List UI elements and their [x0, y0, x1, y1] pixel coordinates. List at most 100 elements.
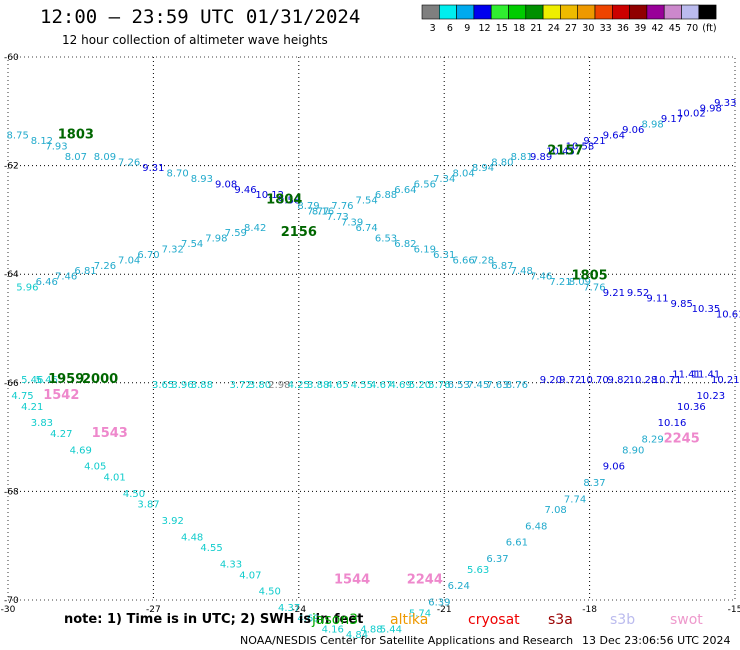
wave-height-point: 7.63 — [486, 380, 508, 391]
wave-height-point: 8.12 — [31, 136, 53, 147]
wave-height-point: 5.44 — [380, 625, 402, 636]
satellite-legend-item: cryosat — [468, 612, 520, 628]
chart-subtitle: 12 hour collection of altimeter wave hei… — [62, 33, 328, 47]
wave-height-point: 7.59 — [225, 228, 247, 239]
wave-height-point: 3.96 — [171, 380, 193, 391]
wave-height-point: 9.82 — [608, 375, 630, 386]
wave-height-point: 8.07 — [65, 152, 87, 163]
wave-height-point: 7.46 — [530, 272, 552, 283]
wave-height-point: 7.54 — [181, 239, 203, 250]
wave-height-point: 5.96 — [16, 282, 38, 293]
wave-height-point: 9.08 — [215, 179, 237, 190]
wave-height-point: 8.04 — [452, 168, 474, 179]
wave-height-point: 7.28 — [472, 255, 494, 266]
wave-height-point: 5.63 — [467, 565, 489, 576]
wave-height-point: 4.69 — [297, 614, 319, 625]
wave-height-point: 4.55 — [351, 380, 373, 391]
wave-height-point: 9.21 — [603, 288, 625, 299]
wave-height-point: 3.88 — [191, 380, 213, 391]
color-tick-label: 39 — [634, 23, 646, 34]
color-tick-label: 6 — [447, 23, 453, 34]
wave-height-point: 3.80 — [249, 380, 271, 391]
wave-height-point: 10.58 — [566, 141, 595, 152]
wave-height-point: 6.37 — [486, 554, 508, 565]
wave-height-point: 4.05 — [84, 462, 106, 473]
wave-height-point: 5.74 — [409, 608, 431, 619]
color-tick-label: 18 — [513, 23, 525, 34]
footer-credit: NOAA/NESDIS Center for Satellite Applica… — [240, 634, 574, 647]
wave-height-point: 7.34 — [433, 174, 455, 185]
wave-height-point: 2.98 — [268, 380, 290, 391]
wave-height-point: 4.67 — [370, 380, 392, 391]
color-tick-label: 15 — [496, 23, 508, 34]
wave-height-point: 8.76 — [506, 380, 528, 391]
wave-height-point: 4.65 — [326, 380, 348, 391]
color-tick-label: 45 — [669, 23, 681, 34]
pass-time-label: 2000 — [82, 372, 118, 387]
wave-height-point: 3.88 — [307, 380, 329, 391]
wave-height-point: 10.16 — [658, 418, 687, 429]
plot-frame — [7, 56, 736, 601]
pass-time-label: 1959 — [48, 372, 84, 387]
pass-time-label: 1805 — [572, 269, 608, 284]
wave-height-point: 9.85 — [671, 299, 693, 310]
wave-height-point: 4.01 — [103, 473, 125, 484]
satellite-legend-item: altika — [390, 612, 429, 628]
wave-height-point: 7.26 — [118, 158, 140, 169]
wave-height-point: 4.25 — [288, 380, 310, 391]
y-tick-label: -60 — [4, 53, 19, 63]
x-tick-label: -30 — [1, 605, 16, 615]
x-tick-label: -15 — [728, 605, 740, 615]
wave-height-point: 6.64 — [394, 185, 416, 196]
wave-height-point: 6.74 — [356, 223, 378, 234]
wave-height-point: 4.55 — [200, 543, 222, 554]
pass-time-label: 2157 — [547, 144, 583, 159]
wave-height-point: 6.53 — [448, 380, 470, 391]
satellite-legend-item: s3b — [610, 612, 636, 628]
wave-height-point: 8.94 — [472, 163, 494, 174]
wave-height-point: 9.46 — [234, 185, 256, 196]
wave-height-point: 9.20 — [540, 375, 562, 386]
x-tick-label: -24 — [291, 605, 306, 615]
wave-height-point: 7.08 — [545, 505, 567, 516]
wave-height-point: 3.92 — [162, 516, 184, 527]
wave-height-point: 8.93 — [191, 174, 213, 185]
wave-height-point: 11.41 — [672, 369, 701, 380]
wave-height-point: 5.76 — [428, 380, 450, 391]
wave-height-point: 6.70 — [137, 250, 159, 261]
wave-height-point: 7.04 — [118, 255, 140, 266]
wave-height-point: 8.09 — [569, 277, 591, 288]
color-tick-label: 42 — [652, 23, 664, 34]
wave-height-point: 8.16 — [312, 206, 334, 217]
wave-height-point: 6.53 — [375, 234, 397, 245]
color-tick-label: 21 — [530, 23, 542, 34]
x-tick-label: -27 — [146, 605, 161, 615]
wave-height-point: 6.31 — [433, 250, 455, 261]
wave-height-point: 6.56 — [414, 179, 436, 190]
wave-height-point: 10.70 — [580, 375, 609, 386]
wave-height-point: 7.46 — [55, 272, 77, 283]
wave-height-point: 8.75 — [7, 130, 29, 141]
color-tick-label: 27 — [565, 23, 577, 34]
wave-height-point: 3.87 — [137, 500, 159, 511]
wave-height-point: 4.50 — [259, 587, 281, 598]
wave-height-point: 5.46 — [36, 375, 58, 386]
wave-height-point: 7.48 — [511, 266, 533, 277]
wave-height-point: 8.70 — [167, 168, 189, 179]
wave-height-point: 5.20 — [409, 380, 431, 391]
color-swatch — [698, 4, 717, 20]
y-tick-label: -66 — [4, 379, 19, 389]
footer-timestamp: 13 Dec 23:06:56 UTC 2024 — [582, 634, 731, 647]
wave-height-point: 9.64 — [603, 130, 625, 141]
wave-height-point: 4.33 — [220, 559, 242, 570]
wave-height-point: 4.75 — [11, 391, 33, 402]
wave-height-point: 7.77 — [307, 206, 329, 217]
color-tick-label: 9 — [464, 23, 470, 34]
color-tick-label: 70 — [686, 23, 698, 34]
wave-height-point: 10.36 — [677, 402, 706, 413]
wave-height-point: 9.89 — [530, 152, 552, 163]
wave-height-point: 7.32 — [162, 244, 184, 255]
wave-height-point: 3.65 — [152, 380, 174, 391]
wave-height-point: 4.21 — [21, 402, 43, 413]
satellite-legend-item: swot — [670, 612, 703, 628]
